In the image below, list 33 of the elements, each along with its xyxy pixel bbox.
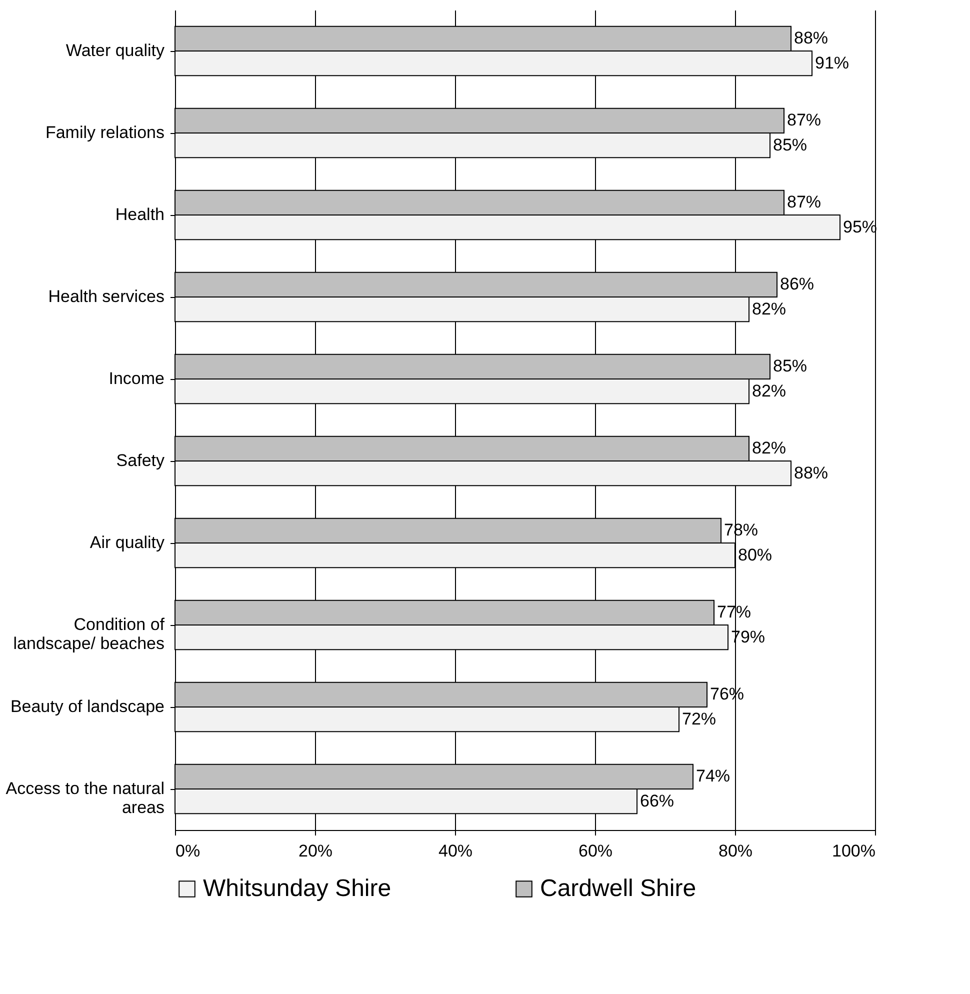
legend-label: Whitsunday Shire: [203, 875, 392, 902]
y-tick-label: Family relations: [45, 123, 164, 142]
y-tick-label: Beauty of landscape: [10, 697, 164, 716]
legend-label: Cardwell Shire: [540, 875, 696, 902]
x-tick-label: 60%: [578, 842, 613, 860]
y-tick-label: Air quality: [90, 533, 165, 552]
data-label: 82%: [752, 299, 786, 318]
data-label: 80%: [738, 545, 772, 564]
y-tick-label: Income: [108, 369, 164, 388]
y-tick-label: Health: [115, 205, 164, 224]
x-tick-label: 20%: [298, 842, 333, 860]
data-label: 85%: [773, 356, 808, 376]
data-label: 88%: [794, 463, 828, 482]
data-label: 82%: [752, 381, 786, 400]
y-tick-label: Safety: [116, 451, 165, 470]
data-label: 87%: [787, 192, 822, 212]
data-label: 86%: [780, 274, 814, 294]
x-tick-label: 80%: [718, 842, 753, 860]
x-tick-label: 100%: [832, 842, 876, 860]
data-label: 87%: [787, 110, 822, 130]
y-tick-label: Condition of landscape/ beaches: [13, 615, 165, 653]
data-label: 66%: [640, 791, 674, 810]
y-tick-label: Water quality: [66, 41, 165, 60]
x-tick-label: 0%: [176, 842, 200, 860]
x-tick-label: 40%: [438, 842, 473, 860]
data-label: 85%: [773, 135, 808, 154]
y-tick-label: Access to the natural areas: [6, 779, 164, 817]
data-label: 82%: [752, 438, 786, 458]
data-label: 88%: [794, 28, 828, 48]
data-label: 91%: [815, 53, 850, 72]
y-tick-label: Health services: [48, 287, 164, 306]
data-label: 72%: [682, 709, 716, 728]
data-label: 74%: [696, 766, 730, 786]
